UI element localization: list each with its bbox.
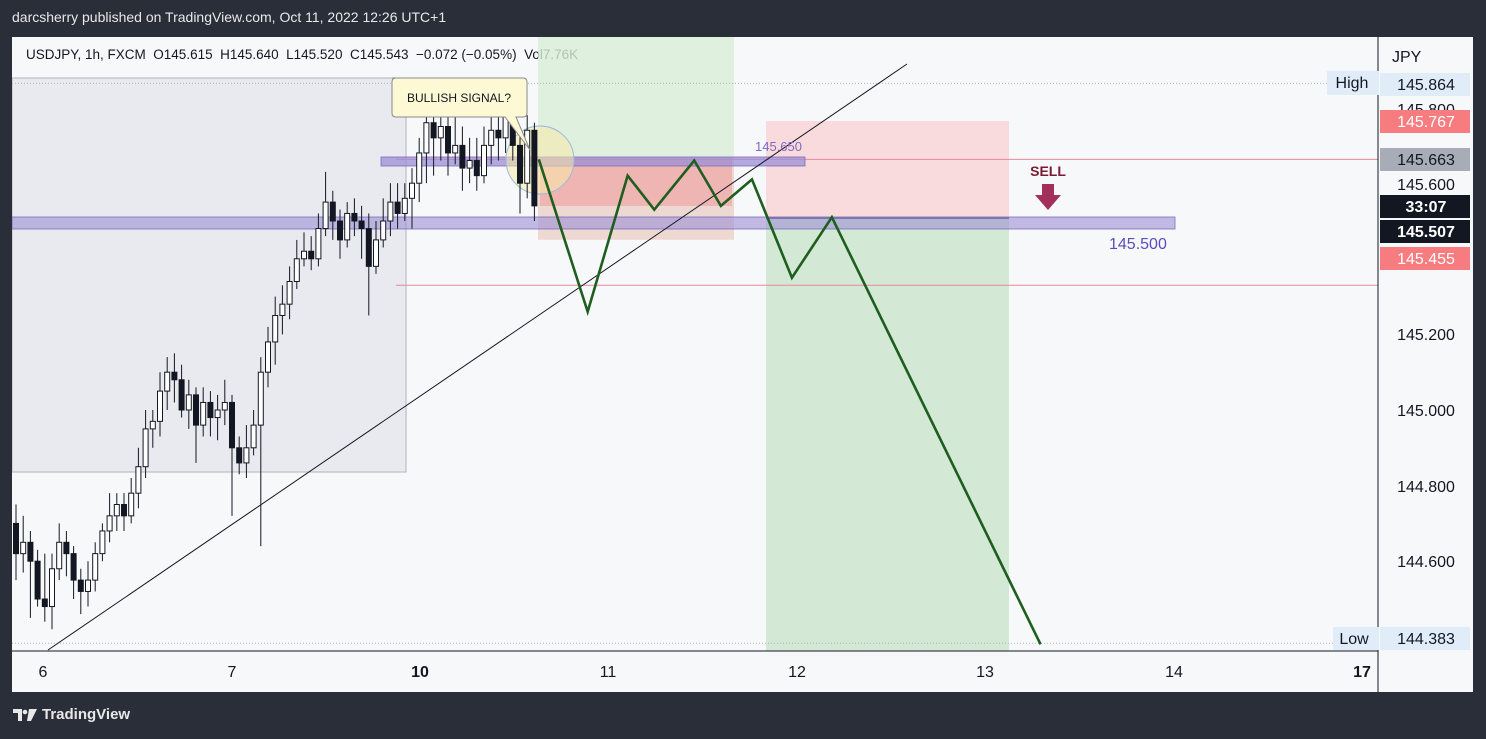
tradingview-footer[interactable]: TradingView [12, 706, 130, 723]
publisher-caption: darcsherry published on TradingView.com,… [12, 9, 447, 25]
tradingview-logo-icon [13, 708, 37, 721]
brand-name: TradingView [42, 706, 131, 723]
symbol-legend: USDJPY, 1h, FXCM O145.615 H145.640 L145.… [26, 47, 579, 62]
chart-panel[interactable] [12, 37, 1473, 692]
